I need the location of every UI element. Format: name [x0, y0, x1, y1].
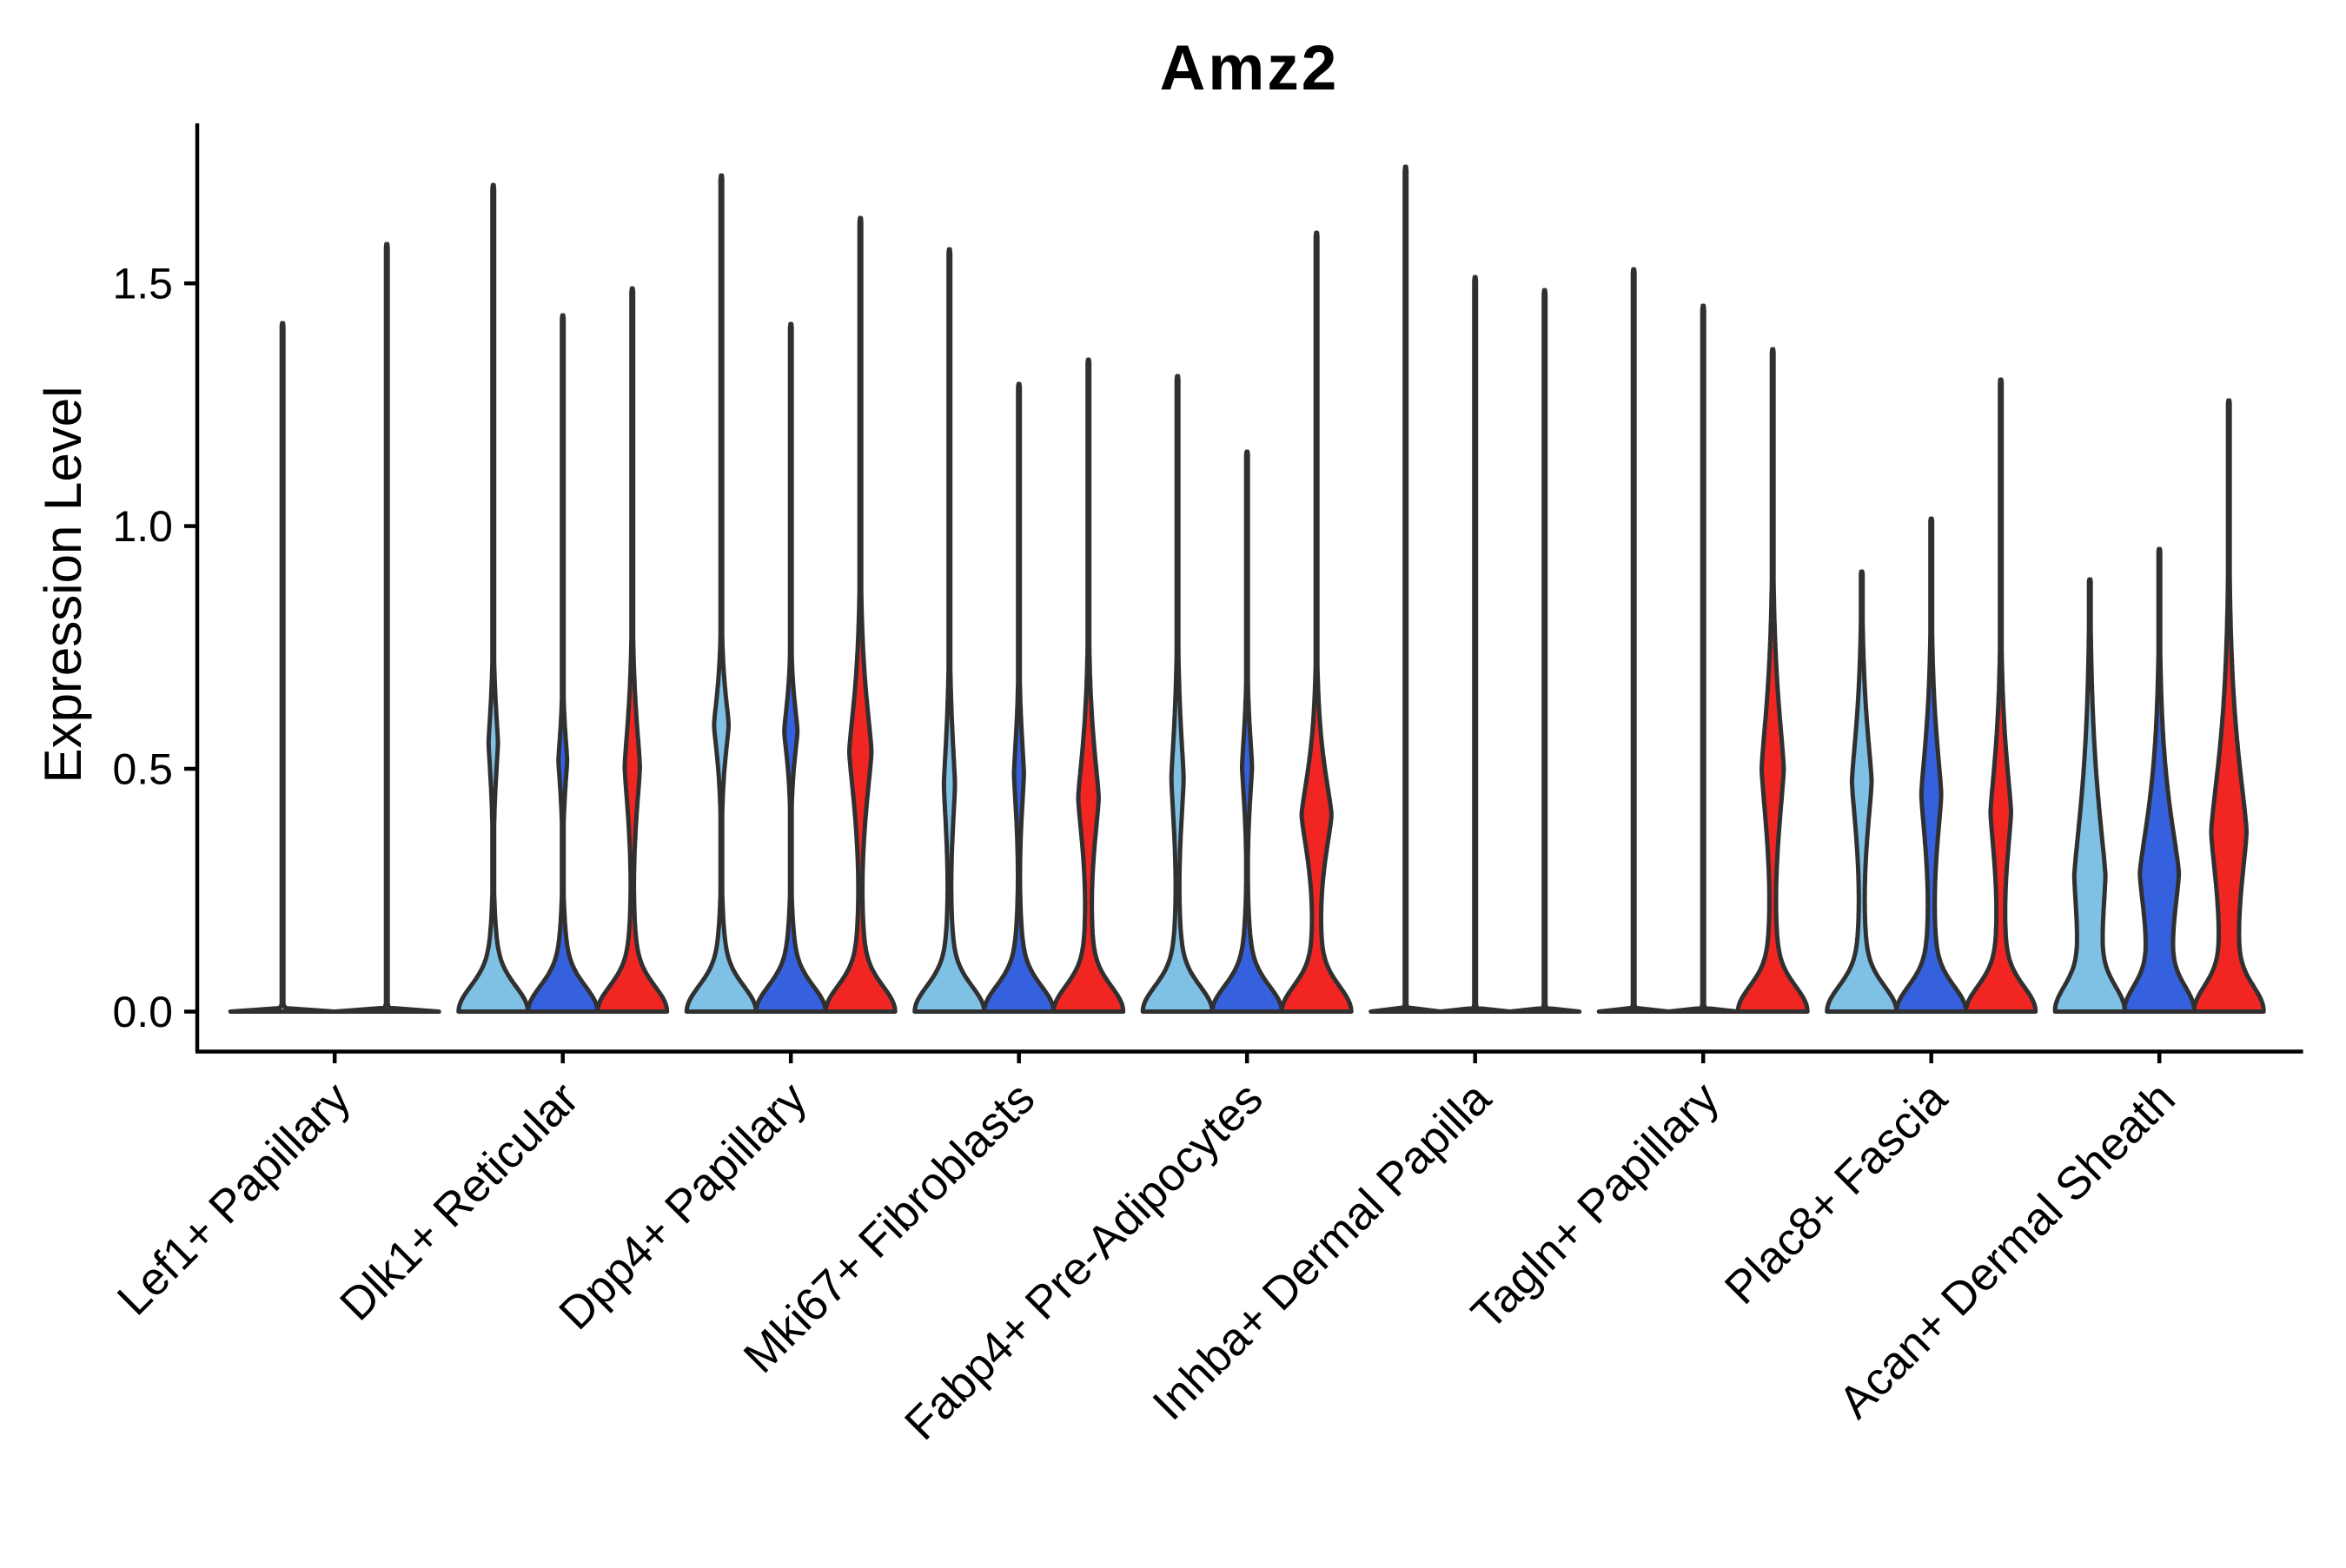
svg-text:Expression Level: Expression Level: [34, 387, 92, 784]
svg-text:Amz2: Amz2: [1160, 33, 1340, 103]
svg-text:0.0: 0.0: [112, 988, 173, 1036]
svg-text:0.5: 0.5: [112, 745, 173, 794]
svg-text:1.5: 1.5: [112, 260, 173, 308]
svg-text:1.0: 1.0: [112, 502, 173, 551]
